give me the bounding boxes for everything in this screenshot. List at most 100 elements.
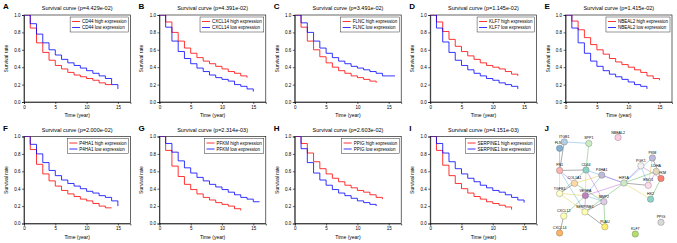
panel: 0510150.00.20.40.60.81.0PFKM high expres… [138, 124, 266, 240]
tick-label: 5 [461, 226, 464, 231]
y-axis: 0.00.20.40.60.81.0 [556, 13, 566, 105]
tick: 0.6 [150, 48, 160, 53]
x-axis: 051015 [23, 102, 131, 110]
tick-mark [461, 102, 462, 104]
legend-label: FLNC high expression [353, 19, 398, 24]
tick-label: 15 [251, 105, 257, 110]
tick-label: 0.2 [556, 83, 563, 88]
tick-label: 0.4 [420, 65, 427, 70]
chart-title: Survival curve (p=2.603e-02) [313, 127, 384, 133]
tick: 0.8 [150, 30, 160, 35]
panel-label: J [545, 124, 549, 133]
tick-mark [157, 67, 159, 68]
tick-label: 0.8 [14, 30, 21, 35]
tick: 5 [461, 224, 464, 232]
tick: 0.2 [285, 83, 295, 88]
tick-mark [22, 32, 24, 33]
legend-swatch [608, 21, 616, 22]
x-axis: 051015 [294, 102, 402, 110]
tick: 5 [190, 102, 193, 110]
tick-label: 0.4 [420, 187, 427, 192]
y-axis-title: Survival rate [138, 166, 144, 194]
tick-mark [428, 32, 430, 33]
node-label: CXCL12 [557, 209, 571, 213]
tick-mark [564, 32, 566, 33]
tick: 0.0 [14, 100, 24, 105]
x-axis-title: Time (year) [335, 234, 361, 240]
tick-mark [428, 189, 430, 190]
y-axis-title: Survival rate [545, 44, 551, 72]
node-label: KLF7 [631, 227, 640, 231]
tick: 0.8 [556, 30, 566, 35]
tick-mark [222, 102, 223, 104]
node-label: SPP1 [584, 136, 593, 140]
legend-swatch [343, 21, 351, 22]
tick-mark [118, 102, 119, 104]
panel-label: H [274, 124, 280, 133]
tick-label: 15 [116, 226, 122, 231]
axis-line [293, 16, 296, 103]
tick: 0.0 [420, 221, 430, 226]
tick-label: 0.0 [150, 221, 157, 226]
tick-mark [564, 102, 566, 103]
tick-label: 1.0 [14, 13, 21, 18]
tick-label: 0.0 [285, 221, 292, 226]
legend-label: NBEAL2 high expression [618, 19, 669, 24]
tick-mark [22, 189, 24, 190]
plot-frame [295, 15, 401, 102]
tick-mark [293, 85, 295, 86]
tick: 0.4 [14, 187, 24, 192]
tick: 10 [220, 224, 226, 232]
tick-mark [22, 171, 24, 172]
x-axis-title: Time (year) [471, 234, 497, 240]
tick-mark [628, 102, 629, 104]
tick-label: 0.2 [150, 83, 157, 88]
network-panel: J CD44SERPINE1P4HA1PFKMFLNCCXCL14KLF7NBEA… [545, 124, 666, 238]
tick-mark [22, 102, 24, 103]
axis-line [428, 16, 431, 103]
tick-mark [22, 137, 24, 138]
tick-mark [157, 206, 159, 207]
tick: 0.8 [150, 152, 160, 157]
panel: 0510150.00.20.40.60.81.0CXCL14 high expr… [138, 2, 266, 118]
tick: 15 [387, 102, 393, 110]
panel-label: A [3, 2, 9, 11]
tick: 1.0 [285, 134, 295, 139]
node-label: ITGB1 [559, 135, 569, 139]
y-axis-title: Survival rate [274, 44, 280, 72]
legend-swatch [468, 143, 476, 144]
tick-label: 15 [116, 105, 122, 110]
tick-label: 0.0 [285, 100, 292, 105]
tick-mark [293, 206, 295, 207]
node [647, 196, 653, 202]
node [649, 155, 655, 161]
node [556, 190, 562, 196]
nodes: CD44SERPINE1P4HA1PFKMFLNCCXCL14KLF7NBEAL… [553, 131, 666, 238]
tick: 1.0 [556, 13, 566, 18]
tick-mark [293, 224, 295, 225]
legend-swatch [344, 143, 352, 144]
tick: 0.4 [420, 187, 430, 192]
tick-label: 0.2 [150, 204, 157, 209]
tick: 5 [55, 102, 58, 110]
tick-label: 5 [596, 105, 599, 110]
tick-mark [293, 137, 295, 138]
tick-label: 10 [626, 105, 632, 110]
tick-mark [524, 102, 525, 104]
tick: 15 [251, 102, 257, 110]
tick-mark [597, 102, 598, 104]
y-axis: 0.00.20.40.60.81.0 [150, 13, 160, 105]
tick-label: 0.2 [14, 83, 21, 88]
tick: 10 [355, 224, 361, 232]
tick-mark [326, 102, 327, 104]
tick-label: 0 [429, 105, 432, 110]
tick: 0 [429, 102, 432, 110]
node [556, 167, 562, 173]
tick: 0.0 [150, 221, 160, 226]
panel-label: B [138, 2, 144, 11]
tick: 1.0 [150, 134, 160, 139]
legend: SERPINE1 high expressionSERPINE1 low exp… [466, 139, 535, 154]
panel-label: C [274, 2, 280, 11]
tick-mark [564, 67, 566, 68]
y-axis: 0.00.20.40.60.81.0 [420, 13, 430, 105]
